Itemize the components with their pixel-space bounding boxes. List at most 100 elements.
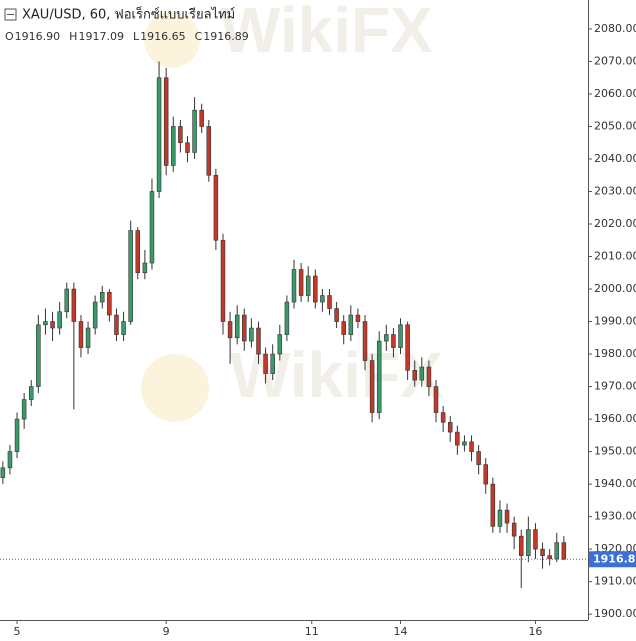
candle-body bbox=[540, 548, 545, 556]
candle-body bbox=[57, 311, 62, 329]
x-tick-label: 5 bbox=[14, 625, 21, 638]
candle-body bbox=[192, 109, 197, 153]
candle-body bbox=[384, 334, 389, 342]
plot-area bbox=[0, 61, 567, 589]
legend-value: 1916.90 bbox=[15, 30, 61, 43]
watermark-logo bbox=[141, 354, 209, 422]
candle-body bbox=[497, 509, 503, 527]
candle-body bbox=[327, 295, 332, 309]
candle-body bbox=[171, 126, 176, 166]
candle-body bbox=[206, 126, 212, 176]
candle-body bbox=[348, 314, 354, 335]
candle-body bbox=[270, 353, 275, 374]
candle-body bbox=[405, 324, 410, 371]
y-tick-label: 1990.00 bbox=[594, 315, 636, 328]
candle-body bbox=[561, 542, 567, 560]
watermark: WikiFX bbox=[230, 339, 443, 411]
candle-body bbox=[533, 529, 538, 550]
candle-body bbox=[476, 451, 481, 465]
y-tick-label: 2050.00 bbox=[594, 119, 636, 132]
candle-body bbox=[298, 269, 304, 296]
y-tick-label: 2010.00 bbox=[594, 250, 636, 263]
candle-body bbox=[50, 321, 55, 329]
candle-body bbox=[447, 422, 453, 433]
candle-body bbox=[78, 321, 84, 348]
ohlc-legend: O 1916.90 H 1917.09 L 1916.65 C 1916.89 bbox=[5, 30, 249, 43]
x-tick-label: 16 bbox=[528, 625, 542, 638]
y-tick-label: 1900.00 bbox=[594, 607, 636, 620]
candle-body bbox=[369, 360, 375, 413]
candle-body bbox=[391, 334, 396, 348]
candle-body bbox=[469, 441, 474, 452]
candle-body bbox=[263, 353, 268, 374]
candle-body bbox=[462, 441, 467, 446]
y-tick-label: 1970.00 bbox=[594, 380, 636, 393]
candle-body bbox=[433, 386, 439, 413]
candle-body bbox=[320, 295, 325, 303]
candle-body bbox=[135, 230, 141, 274]
candle-body bbox=[242, 314, 247, 342]
collapse-icon[interactable] bbox=[4, 8, 17, 21]
candle-body bbox=[21, 399, 27, 420]
candle-body bbox=[518, 535, 524, 556]
candle-body bbox=[355, 314, 361, 322]
candle-body bbox=[554, 542, 560, 560]
candle-body bbox=[291, 269, 297, 303]
watermark-logo bbox=[144, 12, 200, 68]
candle-body bbox=[121, 321, 126, 335]
y-tick-label: 1960.00 bbox=[594, 412, 636, 425]
candle-body bbox=[227, 321, 233, 339]
y-tick-label: 1910.00 bbox=[594, 575, 636, 588]
candle-body bbox=[64, 288, 70, 313]
legend-value: 1916.89 bbox=[203, 30, 249, 43]
candle-body bbox=[419, 366, 425, 381]
candle-body bbox=[412, 370, 417, 381]
candle-body bbox=[14, 418, 20, 452]
watermark: WikiFX bbox=[220, 0, 433, 66]
candle-body bbox=[142, 262, 148, 274]
y-tick-label: 2070.00 bbox=[594, 54, 636, 67]
candle-body bbox=[234, 314, 240, 339]
candle-body bbox=[114, 314, 119, 335]
last-price-box bbox=[589, 551, 636, 568]
candle-body bbox=[284, 301, 290, 335]
candle-body bbox=[0, 467, 6, 478]
candle-body bbox=[43, 321, 48, 326]
candle-body bbox=[511, 522, 517, 537]
candle-body bbox=[455, 431, 460, 446]
y-tick-label: 2040.00 bbox=[594, 152, 636, 165]
legend-key: H bbox=[69, 30, 77, 43]
candle-body bbox=[185, 142, 190, 153]
candle-body bbox=[220, 239, 226, 322]
legend-value: 1917.09 bbox=[78, 30, 124, 43]
candle-body bbox=[483, 464, 488, 485]
y-tick-label: 1950.00 bbox=[594, 445, 636, 458]
candle-body bbox=[362, 321, 368, 361]
candle-body bbox=[128, 230, 133, 322]
candle-body bbox=[85, 327, 91, 348]
candle-body bbox=[256, 327, 261, 355]
candle-body bbox=[163, 77, 169, 166]
candle-body bbox=[107, 291, 112, 316]
candle-body bbox=[341, 321, 346, 335]
y-tick-label: 2060.00 bbox=[594, 87, 636, 100]
candle-body bbox=[526, 529, 531, 556]
chart-title: XAU/USD, 60, ฟอเร็กซ์แบบเรียลไทม์ bbox=[22, 5, 235, 23]
y-tick-label: 1930.00 bbox=[594, 510, 636, 523]
y-tick-label: 2020.00 bbox=[594, 217, 636, 230]
candle-body bbox=[490, 483, 496, 527]
candle-body bbox=[305, 275, 311, 296]
y-tick-label: 2080.00 bbox=[594, 22, 636, 35]
legend-key: O bbox=[5, 30, 14, 43]
candle-body bbox=[313, 275, 318, 303]
candle-body bbox=[149, 191, 155, 264]
candle-body bbox=[100, 291, 105, 303]
candle-body bbox=[71, 288, 77, 322]
candle-body bbox=[213, 174, 219, 241]
candle-body bbox=[334, 308, 339, 322]
candle-body bbox=[249, 327, 254, 342]
candle-body bbox=[547, 555, 552, 560]
candle-body bbox=[156, 77, 162, 192]
candle-body bbox=[178, 126, 183, 144]
